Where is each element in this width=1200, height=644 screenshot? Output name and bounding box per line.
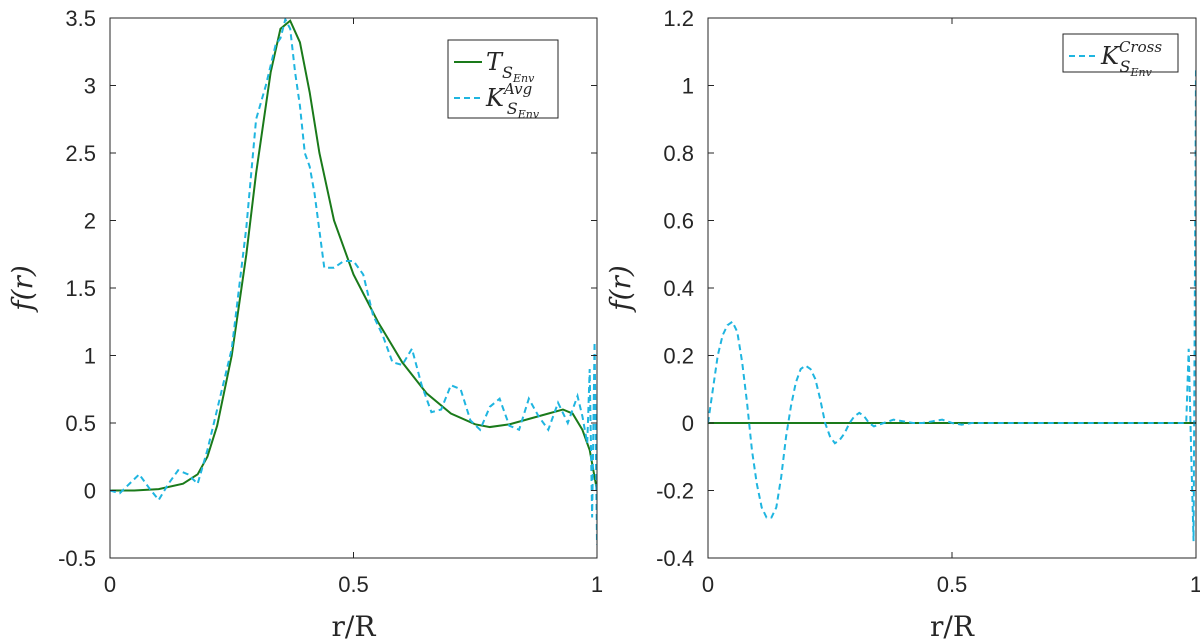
legend-box — [1062, 33, 1179, 73]
y-tick-label: 3 — [84, 74, 96, 99]
legend-entry-label: KCross SEnv — [1100, 38, 1162, 79]
y-tick-label: 1 — [682, 74, 694, 99]
y-tick-label: 0.2 — [663, 344, 694, 369]
series-line-2 — [110, 18, 597, 545]
y-tick-label: 0.8 — [663, 141, 694, 166]
x-axis-label: r/R — [930, 610, 975, 643]
y-tick-label: 0 — [682, 411, 694, 436]
y-tick-label: -0.5 — [58, 546, 96, 571]
legend: KCross SEnv — [1062, 33, 1179, 79]
legend-box — [447, 39, 559, 119]
legend-entry-label: TSEnv — [486, 48, 535, 85]
x-tick-label: 0.5 — [937, 572, 968, 597]
chart-panel-1: -0.5 0 0.5 1 1.5 2 2.5 3 3.5 0 0.5 1 r/R f(r) TSEnvKAv… — [6, 6, 603, 643]
y-tick-label: 0.4 — [663, 276, 694, 301]
y-tick-label: 0.6 — [663, 209, 694, 234]
x-axis-label: r/R — [332, 610, 377, 643]
series-line-2 — [708, 68, 1196, 542]
y-tick-label: 1 — [84, 344, 96, 369]
y-tick-label: 1.5 — [65, 276, 96, 301]
legend-entry-label: KAvg SEnv — [485, 80, 540, 121]
y-tick-label: 3.5 — [65, 6, 96, 31]
y-tick-label: 0 — [84, 479, 96, 504]
chart-panel-2: -0.4 -0.2 0 0.2 0.4 0.6 0.8 1 1.2 0 0.5 1 r/R f(r) KCr… — [604, 6, 1200, 643]
x-tick-label: 1 — [591, 572, 603, 597]
y-tick-label: 2.5 — [65, 141, 96, 166]
y-axis-label: f(r) — [6, 265, 39, 313]
y-tick-label: -0.2 — [656, 479, 694, 504]
x-tick-label: 0 — [104, 572, 116, 597]
series-line-1 — [110, 19, 597, 492]
y-tick-label: -0.4 — [656, 546, 694, 571]
y-tick-label: 1.2 — [663, 6, 694, 31]
y-tick-label: 0.5 — [65, 411, 96, 436]
x-tick-label: 1 — [1190, 572, 1200, 597]
x-tick-label: 0.5 — [338, 572, 369, 597]
y-axis-label: f(r) — [604, 265, 637, 313]
x-tick-label: 0 — [702, 572, 714, 597]
y-tick-label: 2 — [84, 209, 96, 234]
